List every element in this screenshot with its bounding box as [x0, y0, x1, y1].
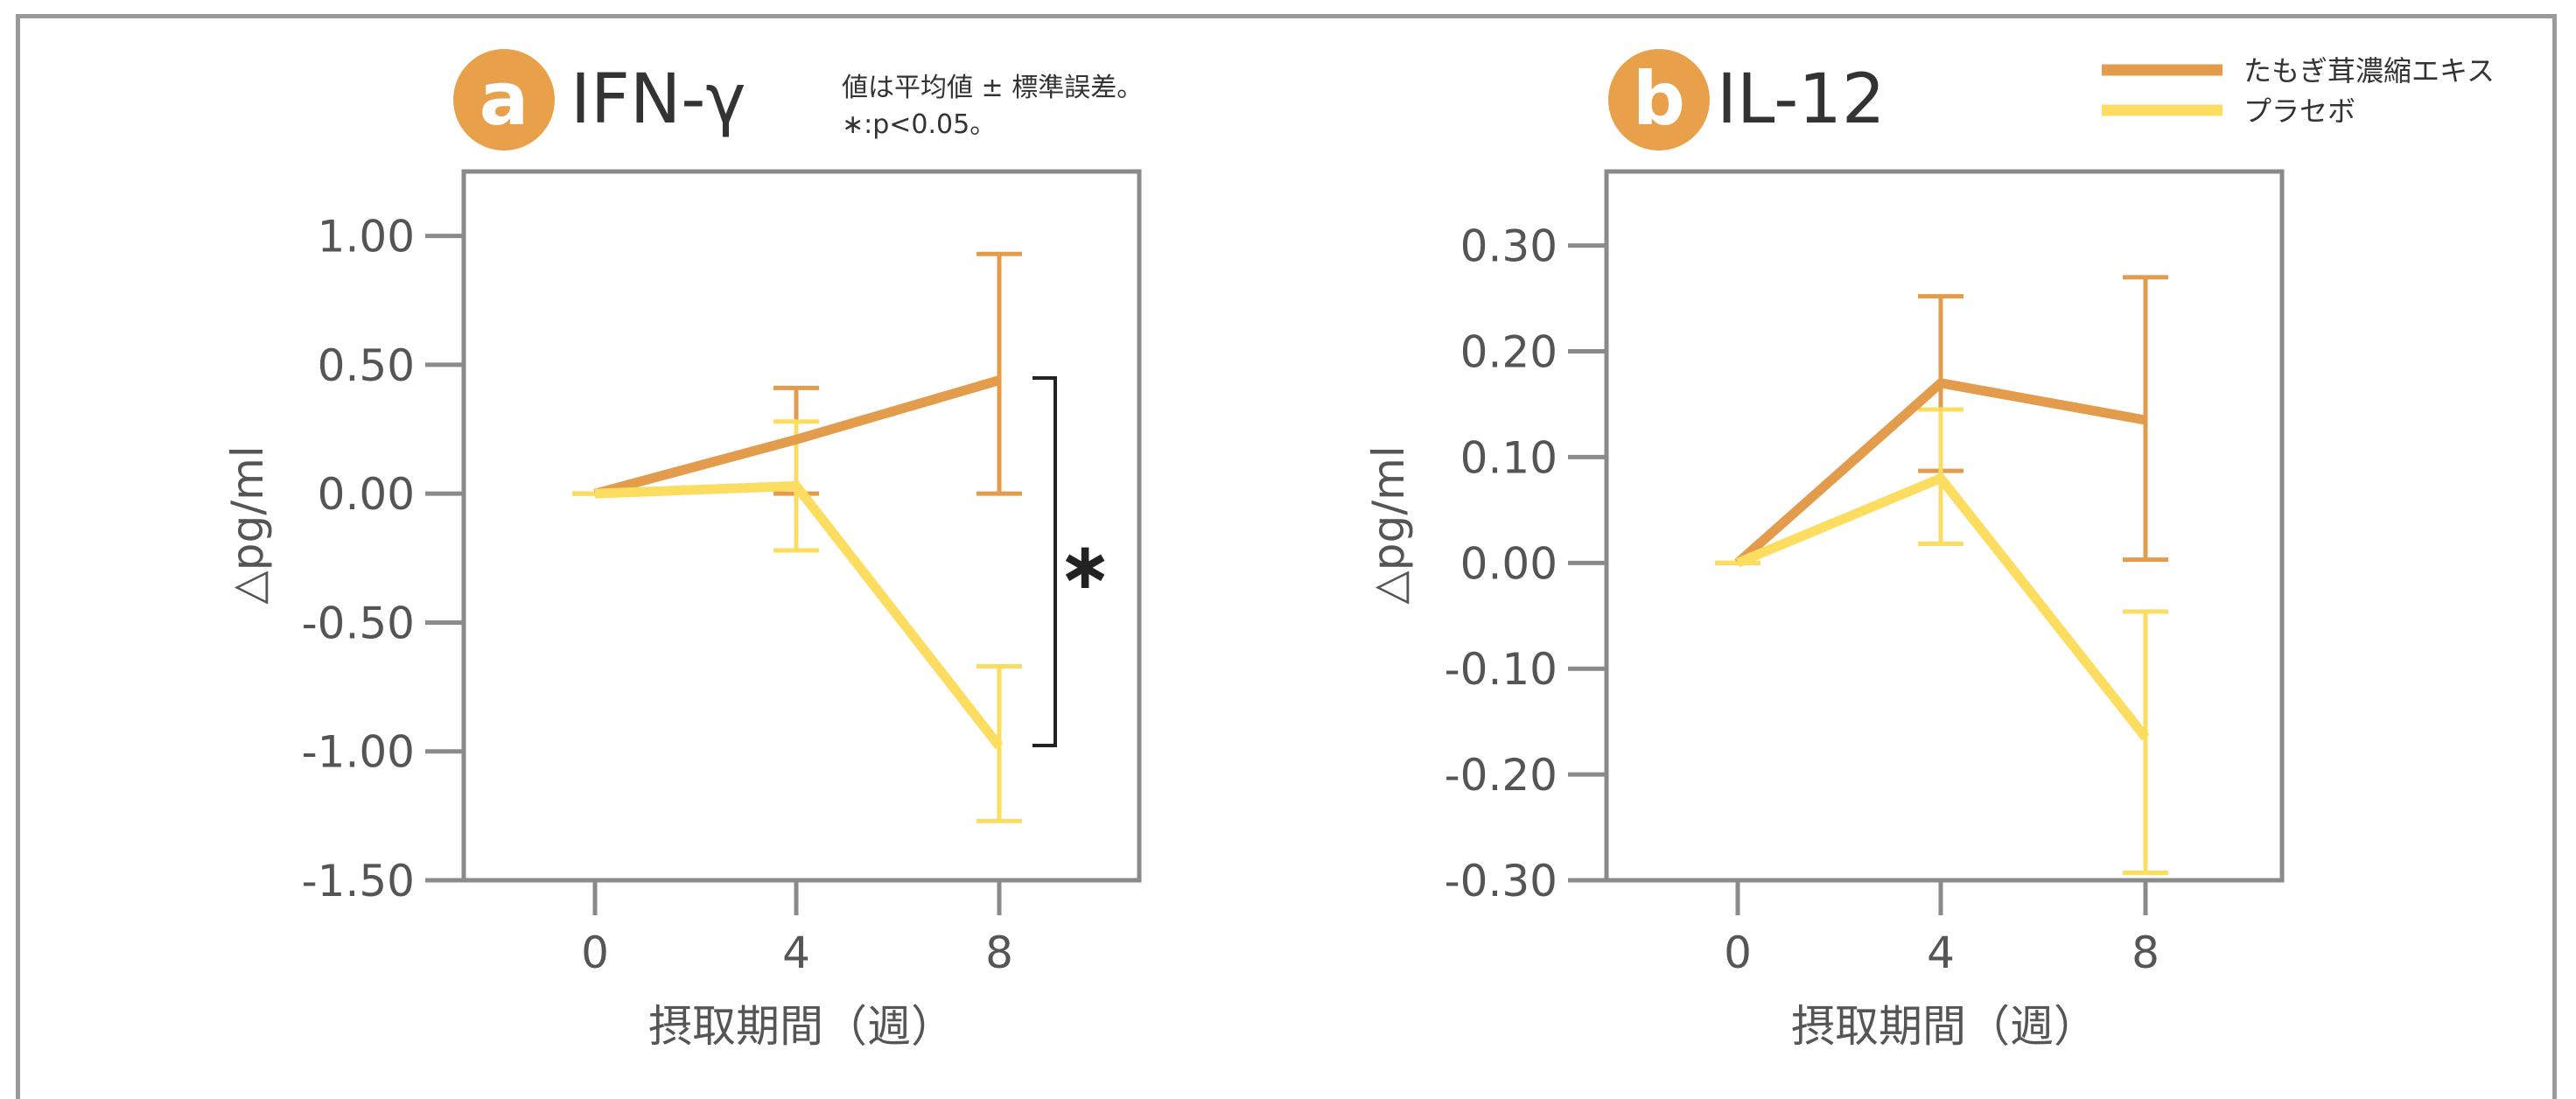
- panel-b-y-tick-label: -0.30: [1445, 856, 1558, 906]
- panel-b-xlabel: 摂取期間（週）: [1791, 1001, 2097, 1052]
- panel-b-plot-frame: [1604, 169, 2285, 883]
- panel-a-plot-frame: [461, 169, 1142, 883]
- panel-a-y-tick-label: 0.50: [318, 340, 415, 391]
- panel-a-y-tick-label: 0.00: [318, 469, 415, 520]
- panel-a-series-line-extract: [593, 375, 1001, 499]
- panel-b-badge: [1608, 49, 1710, 150]
- panel-a-y-tick-label: -1.50: [302, 856, 415, 906]
- panel-a-x-tick-label: 4: [782, 928, 810, 978]
- panel-b-badge-letter: b: [1633, 56, 1685, 142]
- panel-b-y-tick-label: 0.00: [1460, 538, 1558, 589]
- panel-a-x-tick-label: 8: [985, 928, 1013, 978]
- note-line-1: 値は平均値 ± 標準誤差。: [842, 73, 1143, 103]
- panel-b-y-tick-label: 0.20: [1460, 327, 1558, 378]
- panel-b-ylabel: △pg/ml: [1363, 445, 1414, 604]
- panel-a-title: IFN-γ: [570, 60, 746, 139]
- legend-label-extract: たもぎ茸濃縮エキス: [2244, 54, 2495, 88]
- panel-a-ylabel: △pg/ml: [222, 445, 273, 604]
- panel-a-series-line-placebo: [594, 480, 1004, 750]
- panel-a-y-tick-label: -1.00: [302, 727, 415, 778]
- panel-a-x-tick-label: 0: [581, 928, 609, 978]
- panel-a-badge: [453, 49, 555, 150]
- figure-frame: [16, 14, 2557, 1099]
- panel-b-y-tick-label: -0.10: [1445, 644, 1558, 695]
- panel-b-series-line-placebo: [1735, 472, 2150, 741]
- panel-b-y-tick-label: -0.20: [1445, 750, 1558, 801]
- panel-b-x-tick-label: 0: [1724, 928, 1752, 978]
- panel-b-y-tick-label: 0.10: [1460, 432, 1558, 483]
- panel-a-y-tick-label: -0.50: [302, 598, 415, 648]
- panel-a-badge-letter: a: [480, 56, 529, 142]
- panel-b-marks: 0.30 0.20 0.10 0.00 -0.10 -0.20 -0.30 0 4 8: [1445, 221, 2168, 978]
- significance-marker: ∗: [1058, 528, 1112, 604]
- panel-a-y-tick-label: 1.00: [318, 212, 415, 262]
- panel-b-series-line-extract: [1734, 377, 2146, 567]
- panel-b-x-tick-label: 4: [1927, 928, 1955, 978]
- significance-bracket: [1032, 376, 1057, 747]
- note-line-2: ∗:p<0.05。: [842, 109, 996, 140]
- panel-b-title: IL-12: [1717, 60, 1886, 139]
- panel-b-y-tick-label: 0.30: [1460, 221, 1558, 272]
- panel-a-xlabel: 摂取期間（週）: [648, 1001, 955, 1052]
- panel-a-marks: 1.00 0.50 0.00 -0.50 -1.00 -1.50 0 4 8: [302, 212, 1022, 978]
- panel-b-x-tick-label: 8: [2132, 928, 2160, 978]
- legend-label-placebo: プラセボ: [2244, 94, 2356, 128]
